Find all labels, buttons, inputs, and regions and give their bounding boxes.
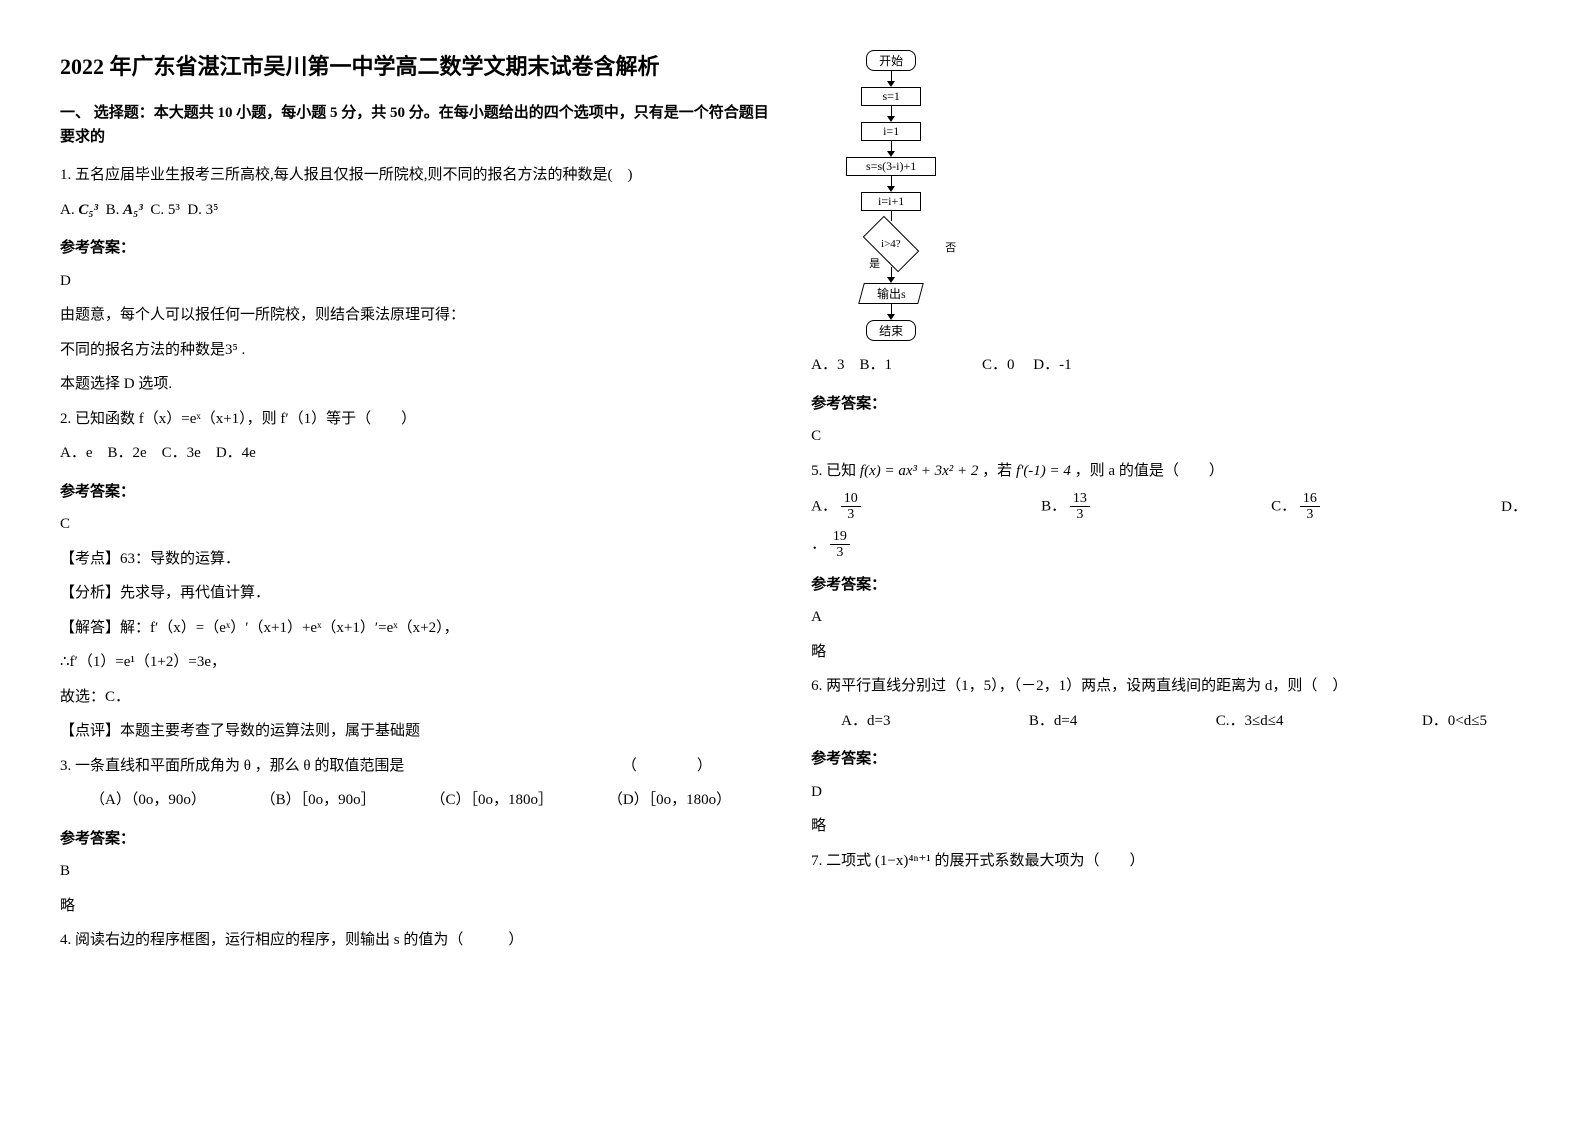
fc-no-label: 否 [945,239,956,255]
q1-expl2: 不同的报名方法的种数是3⁵ . [60,336,771,365]
fc-end: 结束 [866,320,916,341]
q3-options: （A）（0o，90o） （B）［0o，90o］ （C）［0o，180o］ （D）… [60,786,771,815]
q2-options: A．e B．2e C．3e D．4e [60,439,771,468]
q6-ans-label: 参考答案： [811,745,1527,774]
fc-connector [891,304,892,314]
fc-s3: s=s(3-i)+1 [846,157,936,176]
q5-opt-b: B． [1041,498,1066,514]
q2-expl5: 故选：C． [60,683,771,712]
q6-opt-a: A．d=3 [841,707,890,736]
frac-den: 3 [830,545,850,560]
q3-opt-d: （D）［0o，180o） [608,786,731,815]
q4-ans: C [811,422,1527,451]
q4-text: 4. 阅读右边的程序框图，运行相应的程序，则输出 s 的值为（ ） [60,926,771,955]
q5-options-row1: A． 103 B． 133 C． 163 D． [811,491,1527,523]
q3-ans: B [60,857,771,886]
fc-cond-text: i>4? [881,238,901,250]
fc-connector [891,71,892,81]
exam-title: 2022 年广东省湛江市吴川第一中学高二数学文期末试卷含解析 [60,50,771,83]
q6-options: A．d=3 B．d=4 C.．3≤d≤4 D．0<d≤5 [811,707,1527,736]
q6-opt-d: D．0<d≤5 [1422,707,1487,736]
q5-opt-c: C． [1271,498,1296,514]
q2-expl6: 【点评】本题主要考查了导数的运算法则，属于基础题 [60,717,771,746]
q1-opt-d: D. 3⁵ [187,202,218,218]
fc-start: 开始 [866,50,916,71]
q3-text: 3. 一条直线和平面所成角为 θ ，那么 θ 的取值范围是 （ ） [60,752,771,781]
q2-expl4: ∴f′（1）=e¹（1+2）=3e， [60,648,771,677]
q5-t2: ，若 [982,463,1012,479]
q7-text: 7. 二项式 (1−x)⁴ⁿ⁺¹ 的展开式系数最大项为（ ） [811,847,1527,876]
q4-ans-label: 参考答案： [811,390,1527,419]
q2-expl3: 【解答】解：f′（x）=（eˣ）′（x+1）+eˣ（x+1）′=eˣ（x+2）， [60,614,771,643]
q6-ans: D [811,778,1527,807]
frac-num: 16 [1300,491,1320,507]
q6-expl: 略 [811,812,1527,841]
fc-connector [891,267,892,277]
q1-opt-a-label: A. [60,202,75,218]
q7-t1: 7. 二项式 [811,853,871,869]
q6-text: 6. 两平行直线分别过（1，5），（－2，1）两点，设两直线间的距离为 d，则（… [811,672,1527,701]
q7-t2: 的展开式系数最大项为（ ） [935,853,1145,869]
q5-math2: f'(-1) = 4 [1016,463,1071,479]
q5-ans: A [811,603,1527,632]
q7-math: (1−x)⁴ⁿ⁺¹ [875,853,931,869]
frac-den: 3 [1300,507,1320,522]
q6-opt-c: C.．3≤d≤4 [1216,707,1284,736]
frac-num: 19 [830,529,850,545]
q1-opt-c: C. 5³ [150,202,180,218]
q1-opt-b-label: B. [106,202,120,218]
q2-ans-label: 参考答案： [60,478,771,507]
fc-connector [891,141,892,151]
q5-frac-c: 163 [1300,491,1320,523]
q5-expl: 略 [811,638,1527,667]
q5-frac-d: 193 [830,529,850,561]
q3-expl: 略 [60,892,771,921]
flowchart: 开始 s=1 i=1 s=s(3-i)+1 i=i+1 i>4? 否 是 输出s… [821,50,961,341]
q4-options: A．3 B．1 C．0 D．-1 [811,351,1527,380]
q5-t3: ，则 a 的值是（ ） [1075,463,1224,479]
q1-opt-a-math: C₅³ [78,202,98,218]
q2-text: 2. 已知函数 f（x）=eˣ（x+1），则 f′（1）等于（ ） [60,405,771,434]
fc-output: 输出s [858,283,924,304]
q5-math1: f(x) = ax³ + 3x² + 2 [860,463,979,479]
q5-opt-a: A． [811,498,837,514]
fc-connector [891,106,892,116]
frac-num: 13 [1070,491,1090,507]
fc-connector [891,176,892,186]
q3-opt-a: （A）（0o，90o） [90,786,206,815]
fc-s4: i=i+1 [861,192,921,211]
q5-text: 5. 已知 f(x) = ax³ + 3x² + 2 ，若 f'(-1) = 4… [811,457,1527,486]
q1-opt-b-math: A₅³ [123,202,143,218]
q5-frac-b: 133 [1070,491,1090,523]
frac-num: 10 [841,491,861,507]
fc-s2: i=1 [861,122,921,141]
fc-output-text: 输出s [877,285,906,302]
q3-opt-c: （C）［0o，180o］ [430,786,553,815]
q1-ans: D [60,267,771,296]
q1-expl3: 本题选择 D 选项. [60,370,771,399]
q5-ans-label: 参考答案： [811,571,1527,600]
frac-den: 3 [841,507,861,522]
q1-expl1: 由题意，每个人可以报任何一所院校，则结合乘法原理可得： [60,301,771,330]
q2-ans: C [60,510,771,539]
fc-connector [891,211,892,221]
q5-opt-d: D． [1501,493,1527,522]
q5-options-row2: ． 193 [811,529,1527,561]
fc-yes-label: 是 [869,255,880,271]
q2-expl1: 【考点】63：导数的运算． [60,545,771,574]
section-1-header: 一、 选择题：本大题共 10 小题，每小题 5 分，共 50 分。在每小题给出的… [60,101,771,149]
q2-expl2: 【分析】先求导，再代值计算． [60,579,771,608]
q1-options: A. C₅³ B. A₅³ C. 5³ D. 3⁵ [60,196,771,225]
q1-text: 1. 五名应届毕业生报考三所高校,每人报且仅报一所院校,则不同的报名方法的种数是… [60,161,771,190]
left-column: 2022 年广东省湛江市吴川第一中学高二数学文期末试卷含解析 一、 选择题：本大… [60,50,771,1072]
q5-frac-a: 103 [841,491,861,523]
q3-opt-b: （B）［0o，90o］ [261,786,376,815]
q5-t1: 5. 已知 [811,463,856,479]
q1-ans-label: 参考答案： [60,234,771,263]
q3-ans-label: 参考答案： [60,825,771,854]
q6-opt-b: B．d=4 [1029,707,1077,736]
frac-den: 3 [1070,507,1090,522]
right-column: 开始 s=1 i=1 s=s(3-i)+1 i=i+1 i>4? 否 是 输出s… [811,50,1527,1072]
fc-s1: s=1 [861,87,921,106]
